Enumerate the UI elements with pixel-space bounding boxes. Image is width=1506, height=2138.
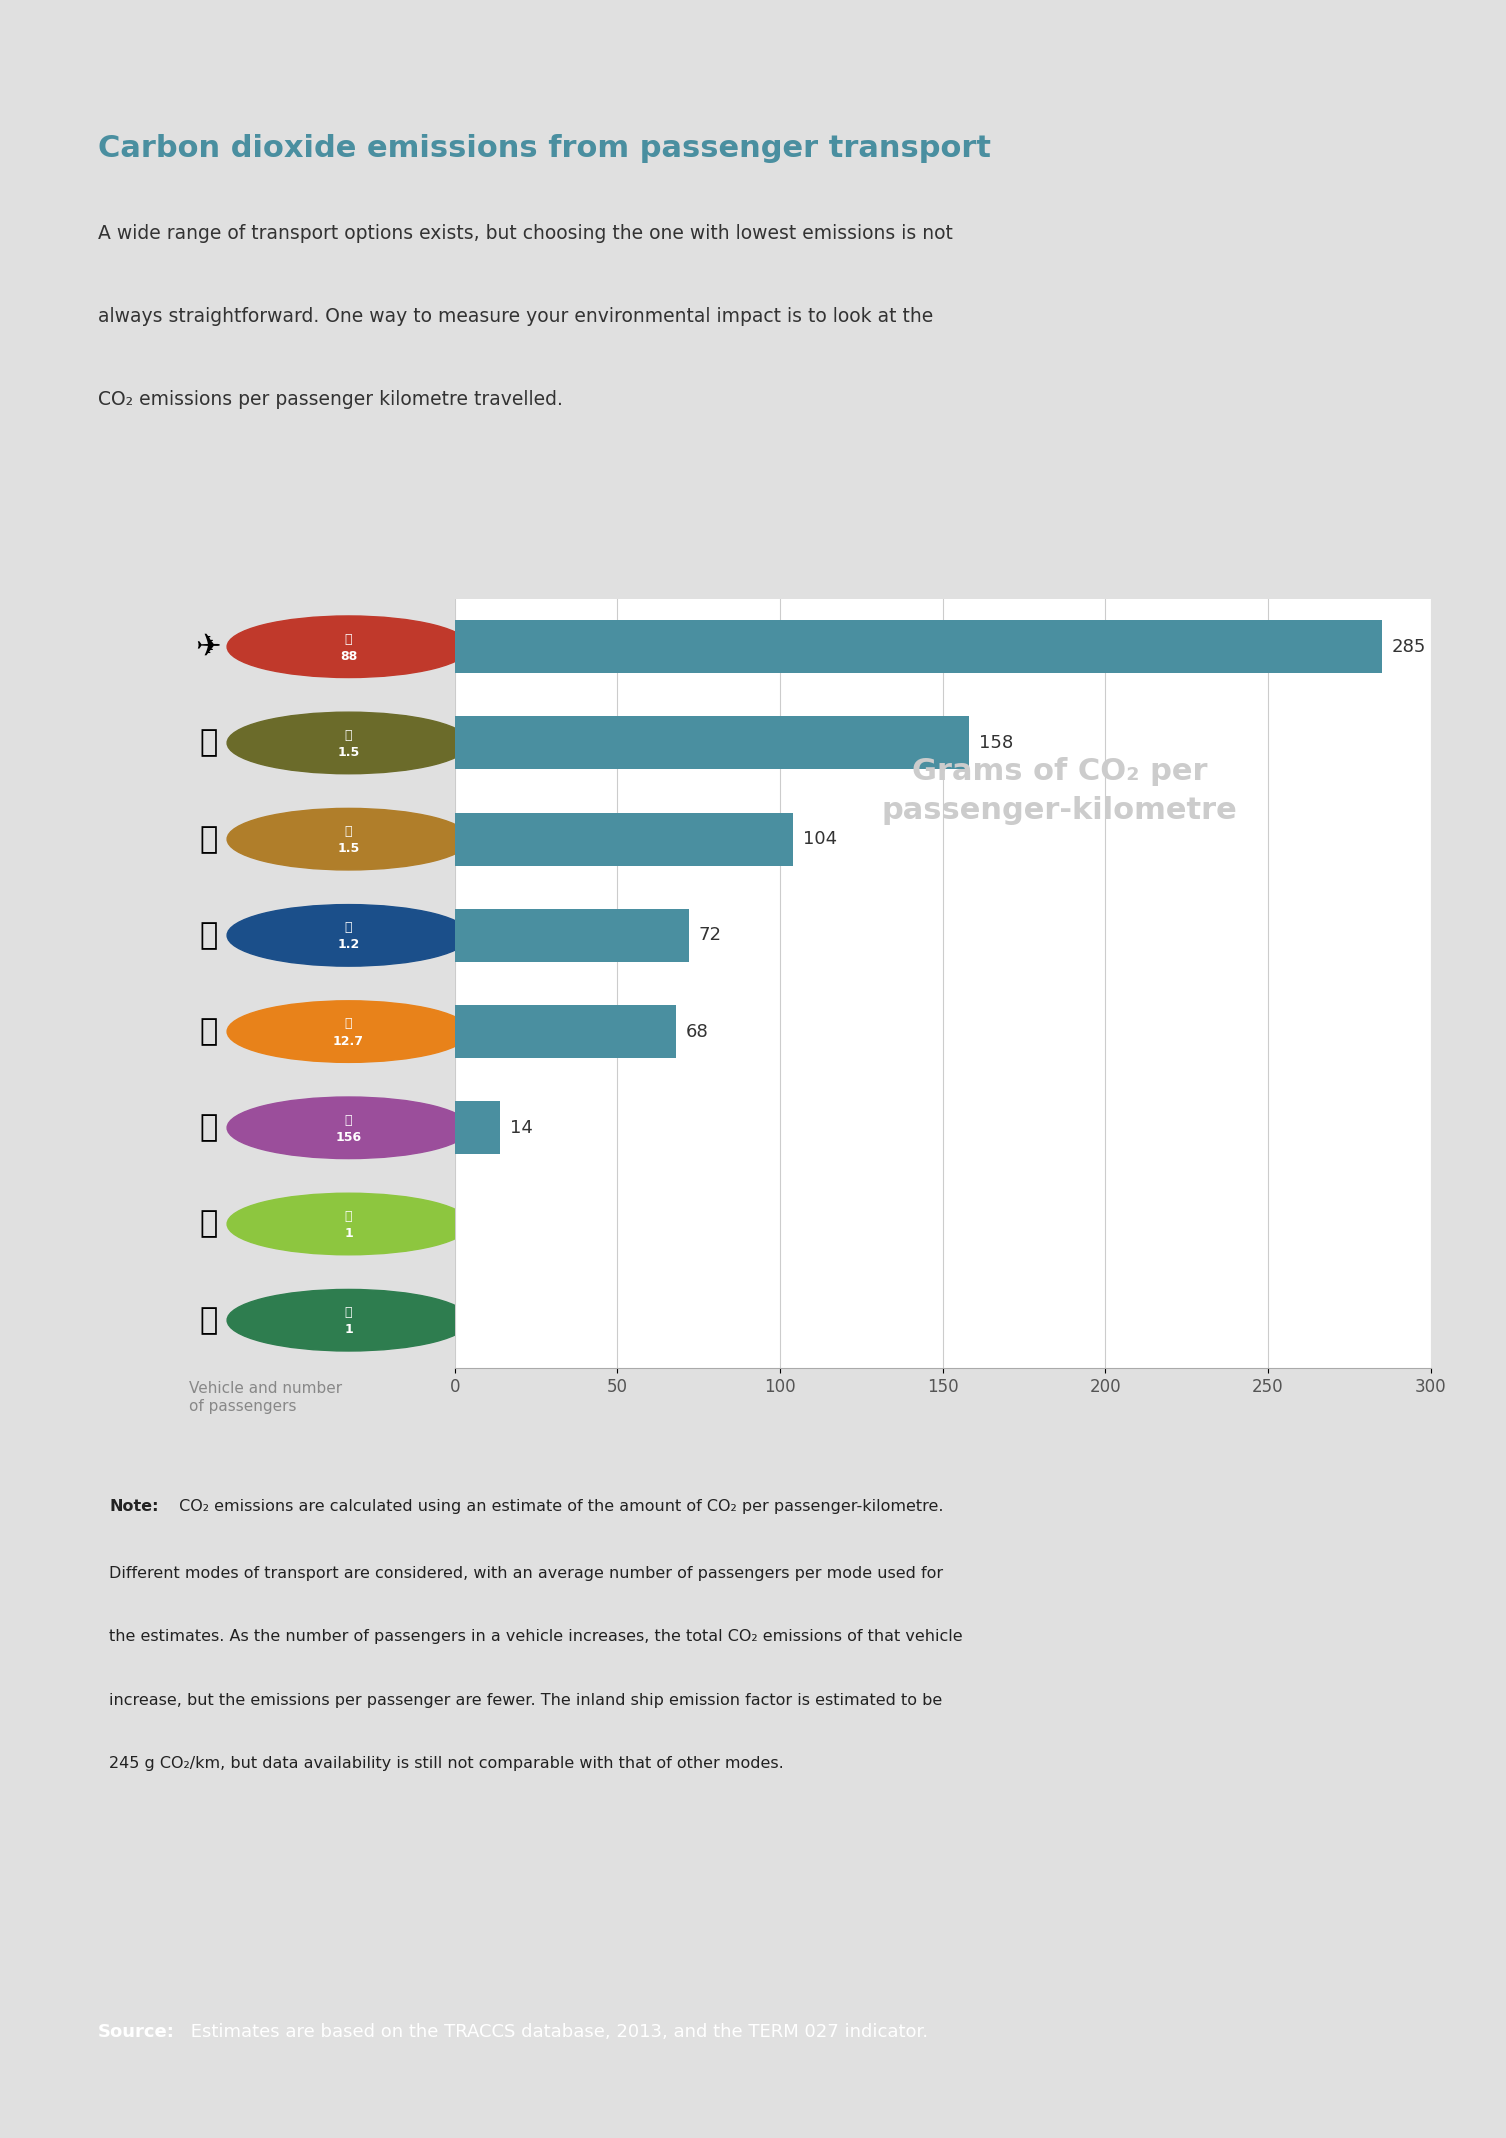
Text: 1.5: 1.5: [337, 842, 360, 855]
Text: A wide range of transport options exists, but choosing the one with lowest emiss: A wide range of transport options exists…: [98, 224, 953, 244]
Bar: [455, 909, 690, 962]
Text: Grams of CO₂ per
passenger-kilometre: Grams of CO₂ per passenger-kilometre: [883, 757, 1238, 825]
Text: Source:: Source:: [98, 2023, 175, 2042]
Text: 1.5: 1.5: [337, 746, 360, 759]
Text: 285: 285: [1392, 637, 1426, 656]
Text: 👤: 👤: [345, 1210, 352, 1223]
Text: CO₂ emissions per passenger kilometre travelled.: CO₂ emissions per passenger kilometre tr…: [98, 389, 563, 408]
Bar: [455, 620, 1383, 673]
Text: 12.7: 12.7: [333, 1035, 364, 1048]
Circle shape: [227, 904, 470, 966]
Text: 156: 156: [336, 1131, 361, 1144]
Text: 88: 88: [340, 650, 357, 663]
Text: 🚲: 🚲: [199, 1210, 217, 1238]
Text: 🚐: 🚐: [199, 729, 217, 757]
Text: 👤: 👤: [345, 1306, 352, 1319]
Text: 👤: 👤: [345, 633, 352, 646]
Text: 🛵: 🛵: [199, 921, 217, 949]
Bar: [455, 1005, 676, 1058]
Text: 👤: 👤: [345, 1018, 352, 1031]
Circle shape: [227, 1097, 470, 1159]
Text: ✈: ✈: [196, 633, 221, 661]
Text: 1: 1: [345, 1227, 352, 1240]
Text: increase, but the emissions per passenger are fewer. The inland ship emission fa: increase, but the emissions per passenge…: [108, 1693, 943, 1708]
Bar: [455, 812, 794, 866]
Circle shape: [227, 1289, 470, 1351]
Circle shape: [227, 1001, 470, 1063]
Circle shape: [227, 712, 470, 774]
Bar: [455, 1101, 500, 1155]
Text: 1: 1: [345, 1323, 352, 1336]
Text: 68: 68: [685, 1022, 708, 1041]
Circle shape: [227, 808, 470, 870]
Text: Estimates are based on the TRACCS database, 2013, and the TERM 027 indicator.: Estimates are based on the TRACCS databa…: [185, 2023, 928, 2042]
Text: 👤: 👤: [345, 825, 352, 838]
Text: 158: 158: [979, 733, 1014, 753]
Text: 🚊: 🚊: [199, 1114, 217, 1142]
Text: 👤: 👤: [345, 729, 352, 742]
Text: 14: 14: [511, 1118, 533, 1137]
Text: 🚌: 🚌: [199, 1018, 217, 1045]
Text: CO₂ emissions are calculated using an estimate of the amount of CO₂ per passenge: CO₂ emissions are calculated using an es…: [175, 1499, 944, 1514]
Text: 👤: 👤: [345, 921, 352, 934]
Text: 245 g CO₂/km, but data availability is still not comparable with that of other m: 245 g CO₂/km, but data availability is s…: [108, 1755, 785, 1770]
Text: 🚶: 🚶: [199, 1306, 217, 1334]
Text: always straightforward. One way to measure your environmental impact is to look : always straightforward. One way to measu…: [98, 308, 934, 327]
Circle shape: [227, 616, 470, 678]
Circle shape: [227, 1193, 470, 1255]
Text: 🚗: 🚗: [199, 825, 217, 853]
Text: Note:: Note:: [108, 1499, 158, 1514]
Text: 72: 72: [699, 926, 721, 945]
Text: 1.2: 1.2: [337, 939, 360, 951]
Text: 👤: 👤: [345, 1114, 352, 1127]
Text: Different modes of transport are considered, with an average number of passenger: Different modes of transport are conside…: [108, 1565, 943, 1580]
Text: Vehicle and number
of passengers: Vehicle and number of passengers: [190, 1381, 342, 1413]
Bar: [455, 716, 968, 770]
Text: Carbon dioxide emissions from passenger transport: Carbon dioxide emissions from passenger …: [98, 133, 991, 162]
Text: 104: 104: [803, 830, 837, 849]
Text: the estimates. As the number of passengers in a vehicle increases, the total CO₂: the estimates. As the number of passenge…: [108, 1629, 962, 1644]
